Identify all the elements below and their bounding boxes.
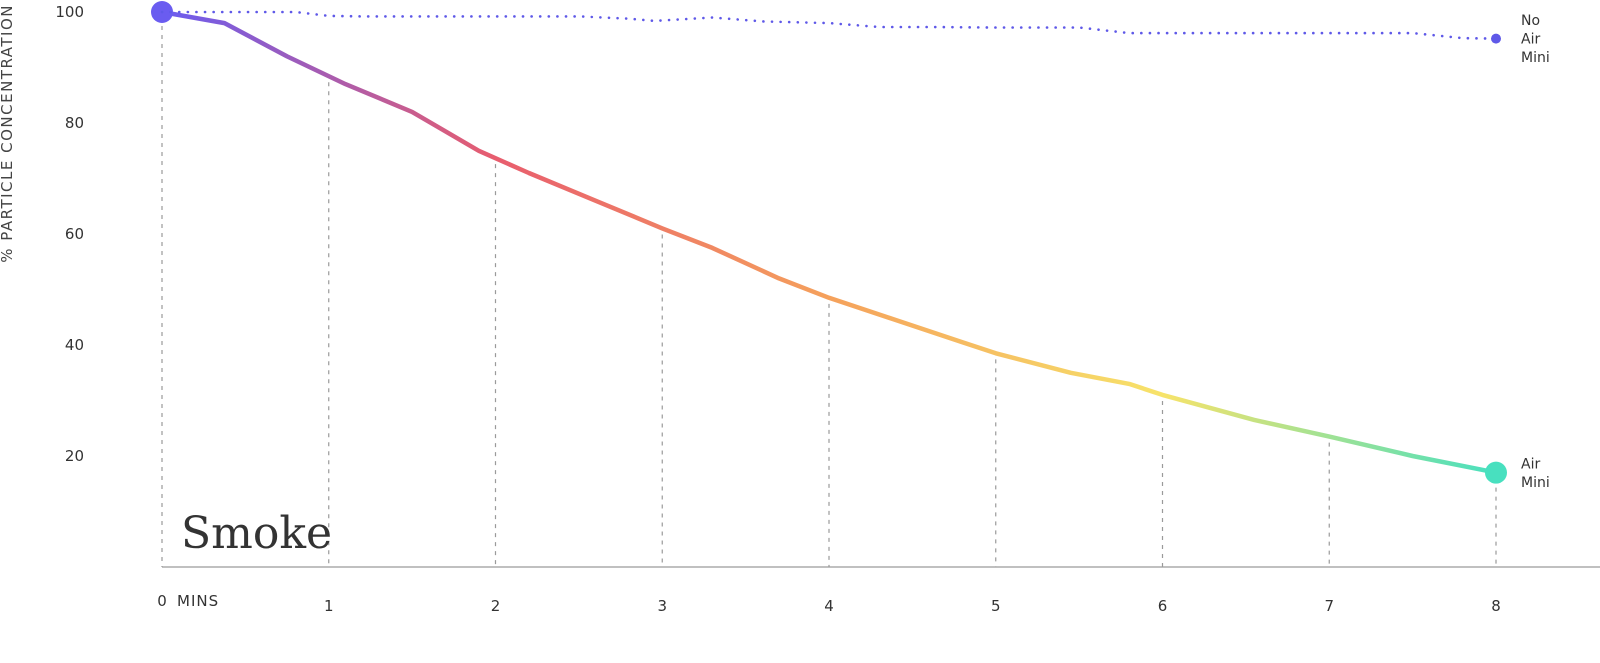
x-tick-4: 4 [824,597,834,615]
x-tick-0: 0 [157,592,167,610]
y-tick-40: 40 [65,336,84,354]
series-label-0-0: Air [1521,456,1540,472]
y-axis-label: % PARTICLE CONCENTRATION [0,4,16,263]
x-tick-5: 5 [991,597,1001,615]
x-tick-1: 1 [324,597,334,615]
x-tick-7: 7 [1324,597,1334,615]
x-tick-6: 6 [1158,597,1168,615]
series-end-point-0 [1485,461,1507,484]
y-tick-100: 100 [55,3,84,21]
series-line-1 [160,10,1498,40]
series-line-0 [159,9,1499,475]
series-label-1-0: No [1521,13,1540,29]
series-end-point-1 [1491,33,1501,44]
series-label-0-1: Mini [1521,475,1550,491]
series-label-1-1: Air [1521,32,1540,48]
y-tick-60: 60 [65,225,84,243]
x-tick-8: 8 [1491,597,1501,615]
y-tick-80: 80 [65,114,84,132]
y-tick-20: 20 [65,447,84,465]
x-tick-3: 3 [657,597,667,615]
series-label-1-2: Mini [1521,50,1550,66]
series-group: Air Mini No Air Mini [151,1,1550,491]
x-tick-2: 2 [491,597,501,615]
chart-title: Smoke [181,508,332,559]
grid-lines [161,26,1497,567]
y-tick-labels: 20 40 60 80 100 [55,3,84,465]
x-unit-label: MINS [177,592,219,610]
x-tick-labels: 0 1 2 3 4 5 6 7 8 MINS [157,592,1501,615]
